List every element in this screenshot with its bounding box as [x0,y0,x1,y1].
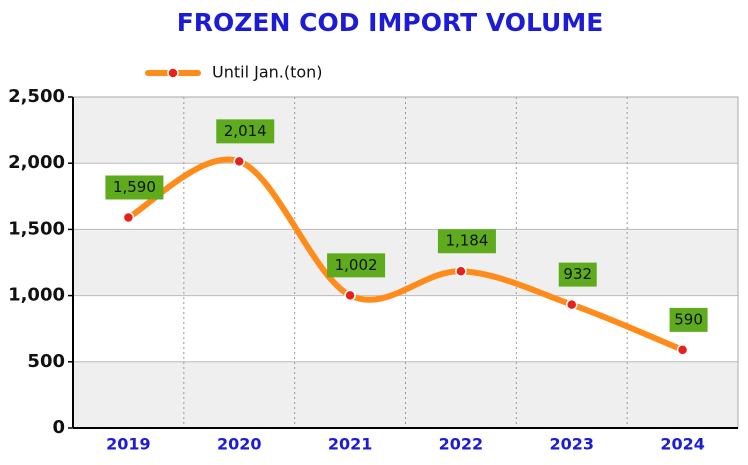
data-label-box [216,119,275,144]
marker [233,155,245,168]
y-tick-label: 0 [52,417,65,438]
y-tick-label: 500 [27,351,65,372]
x-tick-label: 2022 [439,435,484,454]
marker [455,265,467,277]
x-tick-label: 2020 [217,435,262,454]
data-label-box [105,175,164,200]
x-tick-label: 2024 [660,435,705,454]
marker [566,298,578,311]
data-label: 932 [563,265,592,283]
legend-marker [167,67,179,79]
marker [344,289,356,302]
data-label: 1,002 [335,256,378,274]
marker [122,211,135,224]
y-tick-label: 1,000 [8,285,65,306]
x-tick-label: 2023 [549,435,594,454]
x-tick-label: 2019 [106,435,151,454]
data-label: 590 [674,310,703,328]
x-tick-label: 2021 [328,435,373,454]
y-tick-label: 2,000 [8,152,65,173]
y-tick-label: 2,500 [8,86,65,107]
data-label: 1,184 [445,232,488,250]
chart-title: FROZEN COD IMPORT VOLUME [177,8,604,37]
data-label-box [558,262,597,287]
marker [676,344,689,356]
data-label-box [327,253,386,278]
data-label-box [669,307,708,332]
data-label: 1,590 [113,178,156,196]
data-label-box [437,229,496,254]
data-label: 2,014 [224,122,267,140]
legend-label: Until Jan.(ton) [212,63,323,82]
y-tick-label: 1,500 [8,218,65,239]
